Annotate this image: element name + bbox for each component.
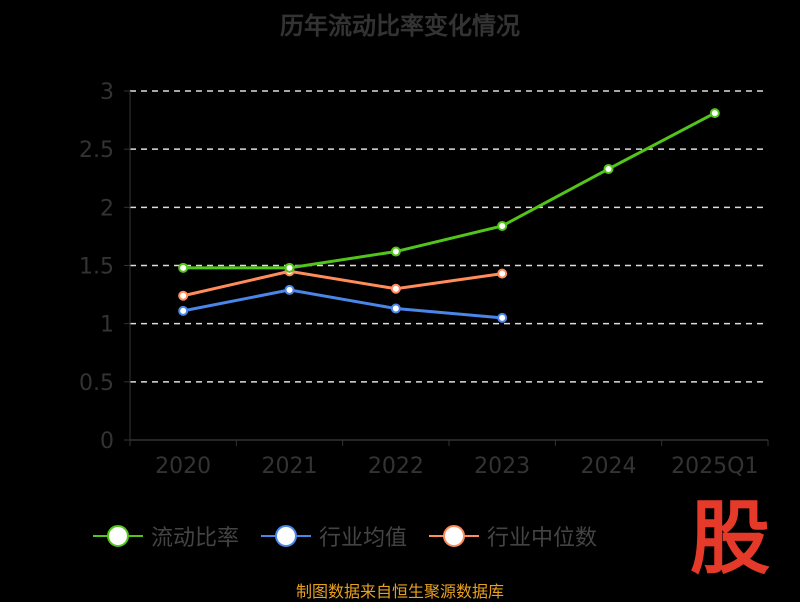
series-line <box>183 111 716 270</box>
data-point <box>178 290 189 301</box>
legend-label: 行业均值 <box>318 526 407 551</box>
data-point <box>390 303 401 314</box>
data-point <box>390 246 401 257</box>
legend: 流动比率 行业均值 行业中位数 <box>0 520 690 552</box>
series-line <box>182 269 503 298</box>
legend-item[interactable]: 流动比率 <box>92 520 239 552</box>
data-point <box>284 284 295 295</box>
data-point <box>497 312 508 323</box>
legend-label: 流动比率 <box>150 526 239 551</box>
x-tick-label: 2021 <box>262 454 318 479</box>
x-tick-label: 2022 <box>368 454 424 479</box>
y-tick-label: 2 <box>100 196 114 221</box>
y-tick-label: 1 <box>100 313 114 338</box>
legend-marker-icon <box>429 525 479 547</box>
data-point <box>390 283 401 294</box>
y-tick-label: 2.5 <box>79 138 114 163</box>
data-point <box>497 268 508 279</box>
legend-marker-icon <box>260 525 311 547</box>
y-tick-label: 3 <box>100 80 114 105</box>
y-tick-label: 0.5 <box>79 371 114 396</box>
x-tick-label: 2020 <box>155 454 211 479</box>
logo: 股 <box>690 491 770 585</box>
chart-title: 历年流动比率变化情况 <box>280 12 520 40</box>
y-tick-label: 0 <box>100 429 114 454</box>
legend-label: 行业中位数 <box>487 526 598 551</box>
source-note: 制图数据来自恒生聚源数据库 <box>295 582 504 601</box>
x-tick-label: 2024 <box>581 454 637 479</box>
data-point <box>178 262 189 273</box>
x-tick-label: 2025Q1 <box>671 454 758 479</box>
y-tick-label: 1.5 <box>79 255 114 280</box>
legend-item[interactable]: 行业均值 <box>260 520 407 552</box>
data-point <box>497 220 508 231</box>
legend-marker-icon <box>92 525 143 547</box>
data-point <box>709 108 720 119</box>
data-point <box>603 163 614 174</box>
legend-item[interactable]: 行业中位数 <box>429 520 597 552</box>
x-tick-label: 2023 <box>474 454 530 479</box>
series-line <box>182 288 503 320</box>
data-point <box>284 262 295 273</box>
data-point <box>178 305 189 316</box>
